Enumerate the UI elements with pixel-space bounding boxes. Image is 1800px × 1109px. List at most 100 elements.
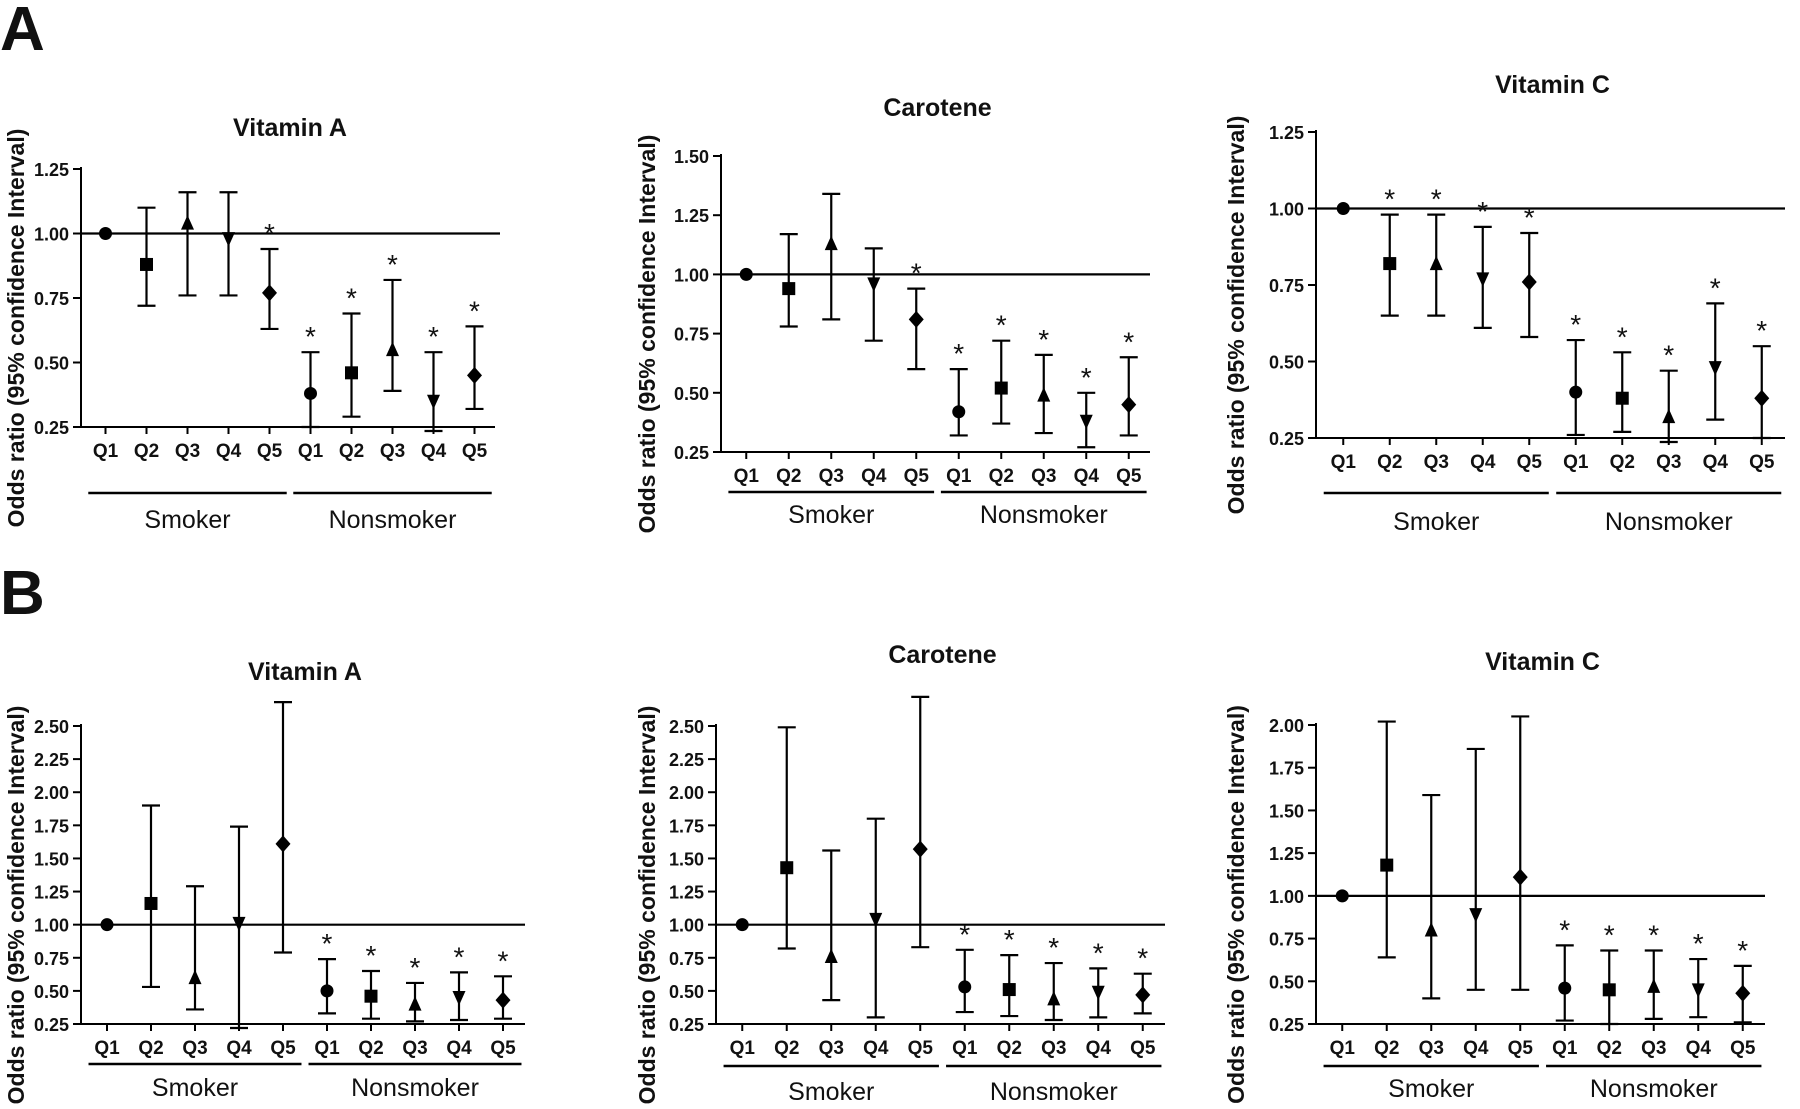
x-tick-label: Q1 [730, 1038, 756, 1059]
point-triangle [1662, 408, 1676, 424]
chart-title: Vitamin C [1485, 648, 1600, 676]
significance-star: * [1137, 943, 1148, 974]
chart-title: Vitamin A [233, 114, 347, 142]
x-tick-label: Q5 [1130, 1038, 1156, 1059]
y-tick-label: 0.25 [1269, 429, 1304, 449]
significance-star: * [387, 249, 398, 280]
group-label: Smoker [788, 501, 874, 529]
chart-title: Vitamin A [248, 658, 362, 686]
chart-3: Vitamin C Odds ratio (95% confidence Inte… [1223, 71, 1785, 536]
group-label: Nonsmoker [990, 1078, 1118, 1104]
x-tick-label: Q4 [216, 441, 242, 462]
point-triangle-down [867, 277, 881, 292]
point-diamond [1735, 984, 1751, 1002]
y-tick-label: 0.75 [669, 949, 704, 969]
x-tick-label: Q4 [1463, 1038, 1489, 1059]
point-circle [739, 267, 753, 281]
chart-6: Vitamin C Odds ratio (95% confidence Inte… [1223, 648, 1765, 1104]
significance-star: * [1477, 196, 1488, 227]
y-tick-label: 0.25 [1269, 1015, 1304, 1035]
point-square [345, 366, 358, 380]
significance-star: * [1648, 920, 1659, 951]
point-triangle [188, 969, 202, 985]
significance-star: * [1663, 340, 1674, 371]
x-tick-label: Q3 [175, 441, 200, 462]
point-circle [958, 980, 972, 994]
point-diamond [1121, 396, 1137, 414]
x-tick-label: Q3 [1424, 452, 1449, 473]
point-circle [320, 984, 334, 998]
point-square [1002, 983, 1016, 997]
point-circle [304, 386, 317, 400]
point-triangle [386, 341, 399, 357]
x-tick-label: Q2 [1374, 1038, 1399, 1059]
y-tick-label: 0.25 [669, 1015, 704, 1035]
significance-star: * [1048, 932, 1059, 963]
significance-star: * [1693, 928, 1704, 959]
chart-title: Vitamin C [1495, 71, 1610, 99]
significance-star: * [953, 338, 964, 369]
y-tick-label: 0.50 [669, 982, 704, 1002]
point-diamond [1521, 273, 1537, 291]
point-triangle [1647, 978, 1661, 993]
x-tick-label: Q4 [861, 466, 887, 487]
x-tick-label: Q3 [1656, 452, 1681, 473]
point-triangle [824, 235, 838, 251]
point-triangle-down [869, 912, 883, 928]
significance-star: * [322, 928, 333, 959]
x-tick-label: Q3 [1041, 1038, 1066, 1059]
y-axis-label: Odds ratio (95% confidence Interval) [3, 129, 29, 528]
y-tick-label: 1.00 [1269, 887, 1304, 907]
x-tick-label: Q4 [446, 1038, 472, 1059]
point-triangle-down [452, 991, 466, 1006]
significance-star: * [959, 919, 970, 950]
x-tick-label: Q3 [819, 466, 844, 487]
significance-star: * [1093, 937, 1104, 968]
point-triangle [1424, 922, 1438, 937]
significance-star: * [1559, 914, 1570, 945]
x-tick-label: Q4 [863, 1038, 889, 1059]
panel-label-a: A [0, 0, 45, 64]
x-tick-label: Q5 [1517, 452, 1543, 473]
point-triangle [408, 996, 422, 1011]
x-tick-label: Q1 [1552, 1038, 1578, 1059]
group-label: Smoker [788, 1078, 874, 1104]
significance-star: * [346, 282, 357, 313]
y-tick-label: 1.75 [1269, 759, 1304, 779]
group-label: Nonsmoker [329, 506, 457, 534]
x-tick-label: Q3 [380, 441, 405, 462]
x-tick-label: Q1 [946, 466, 972, 487]
x-tick-label: Q1 [94, 1038, 120, 1059]
significance-star: * [1710, 272, 1721, 303]
y-tick-label: 2.50 [669, 717, 704, 737]
x-tick-label: Q3 [1031, 466, 1056, 487]
significance-star: * [264, 218, 275, 249]
point-circle [735, 918, 749, 932]
point-circle [99, 227, 112, 240]
point-diamond [1135, 986, 1151, 1004]
significance-star: * [1081, 362, 1092, 393]
point-square [780, 861, 794, 875]
point-triangle-down [427, 394, 440, 410]
y-tick-label: 1.25 [1269, 844, 1304, 864]
point-triangle-down [1469, 908, 1483, 923]
significance-star: * [366, 940, 377, 971]
group-label: Smoker [144, 506, 230, 534]
point-triangle-down [1091, 985, 1105, 1001]
y-tick-label: 1.25 [1269, 123, 1304, 143]
y-tick-label: 2.50 [34, 717, 69, 737]
x-tick-label: Q2 [774, 1038, 799, 1059]
significance-star: * [911, 258, 922, 289]
point-triangle-down [1079, 414, 1093, 430]
group-label: Nonsmoker [980, 501, 1108, 529]
x-tick-label: Q5 [257, 441, 283, 462]
y-axis-label: Odds ratio (95% confidence Interval) [634, 706, 660, 1104]
y-tick-label: 1.75 [34, 816, 69, 836]
point-square [140, 257, 153, 271]
significance-star: * [1384, 184, 1395, 215]
y-tick-label: 1.50 [669, 849, 704, 869]
point-triangle-down [222, 232, 235, 247]
significance-star: * [1004, 924, 1015, 955]
significance-star: * [1038, 324, 1049, 355]
